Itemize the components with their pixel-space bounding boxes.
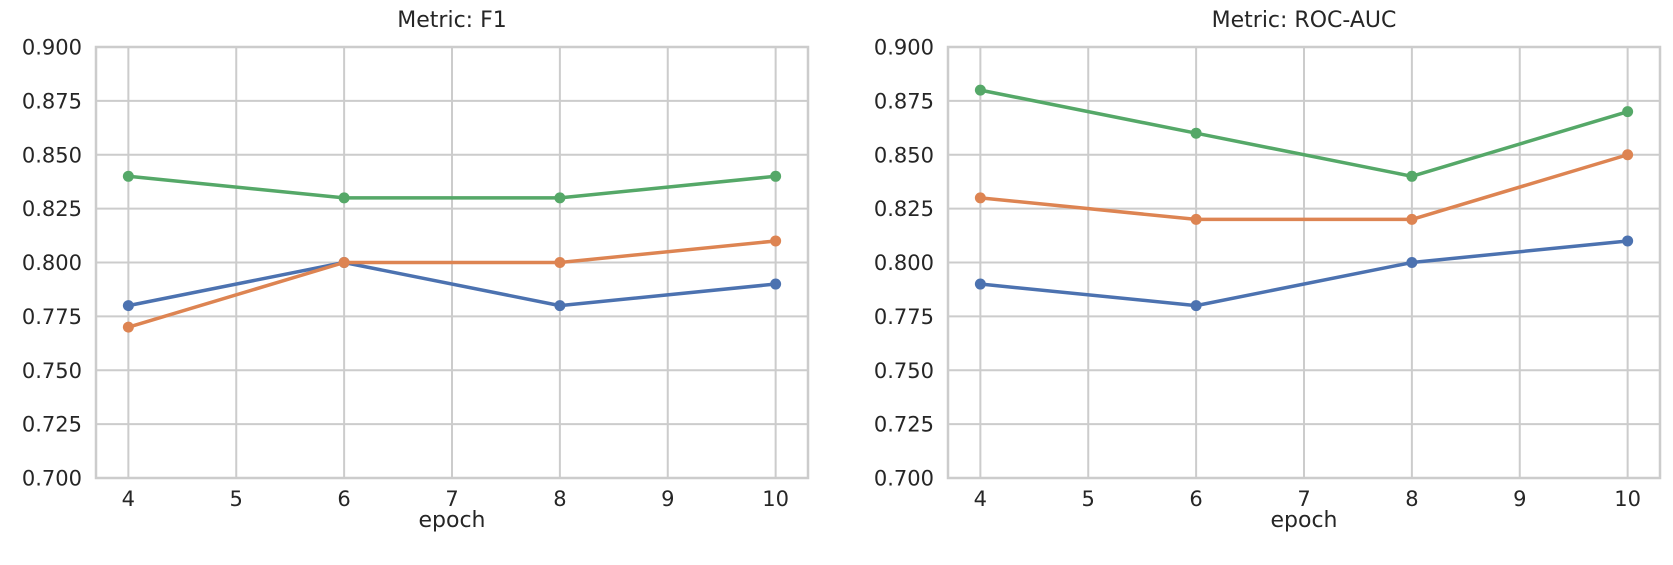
y-tick-label: 0.775: [874, 305, 934, 329]
subplot-roc-auc: 0.900 0.875 0.850 0.825 0.800 0.775 0.750 0.725…: [837, 0, 1673, 565]
y-tick-label: 0.900: [22, 36, 82, 60]
x-tick-labels: 4 5 6 7 8 9 10: [122, 487, 789, 511]
data-point-orange: [554, 257, 566, 268]
y-tick-label: 0.850: [22, 143, 82, 167]
series-green: [122, 170, 782, 204]
x-tick-label: 8: [553, 487, 566, 511]
x-tick-label: 10: [762, 487, 789, 511]
y-tick-labels: 0.900 0.875 0.850 0.825 0.800 0.775 0.750 0.725…: [874, 36, 934, 491]
y-tick-label: 0.875: [22, 89, 82, 113]
data-point-blue: [122, 300, 134, 312]
data-point-orange: [1190, 213, 1202, 225]
data-point-green: [122, 170, 134, 182]
data-point-orange: [1406, 213, 1418, 225]
series-blue: [974, 235, 1634, 312]
series-line-blue: [126, 260, 778, 308]
data-point-orange: [122, 321, 134, 333]
y-tick-label: 0.700: [874, 467, 934, 491]
y-tick-label: 0.875: [874, 89, 934, 113]
data-point-blue: [1190, 300, 1202, 312]
data-point-blue: [1622, 235, 1634, 247]
series-line-green: [978, 88, 1630, 179]
y-tick-label: 0.850: [874, 143, 934, 167]
data-point-blue: [1406, 257, 1418, 268]
data-point-orange: [770, 235, 782, 247]
data-point-blue: [554, 300, 566, 312]
series-orange: [122, 235, 782, 333]
data-point-blue: [974, 278, 986, 290]
chart-title-roc-auc: Metric: ROC-AUC: [1211, 8, 1397, 33]
subplot-f1: 0.900 0.875 0.850 0.825 0.800 0.775 0.750 0.725…: [0, 0, 836, 565]
roc-auc-plot-canvas: 0.900 0.875 0.850 0.825 0.800 0.775 0.750 0.725…: [874, 36, 1662, 511]
data-point-orange: [1622, 149, 1634, 161]
x-tick-label: 8: [1405, 487, 1418, 511]
data-point-green: [974, 84, 986, 96]
x-tick-label: 9: [661, 487, 674, 511]
x-tick-label: 4: [974, 487, 987, 511]
y-tick-label: 0.700: [22, 467, 82, 491]
x-tick-label: 7: [1297, 487, 1310, 511]
x-axis-label-f1: epoch: [418, 508, 486, 533]
series-line-blue: [978, 239, 1630, 308]
y-tick-label: 0.800: [22, 251, 82, 275]
data-point-blue: [770, 278, 782, 290]
data-point-green: [554, 192, 566, 204]
data-point-orange: [338, 257, 350, 268]
x-tick-label: 6: [337, 487, 350, 511]
series-green: [974, 84, 1634, 182]
data-point-green: [1622, 106, 1634, 118]
y-tick-labels: 0.900 0.875 0.850 0.825 0.800 0.775 0.750 0.725…: [22, 36, 82, 491]
y-tick-label: 0.800: [874, 251, 934, 275]
axes-spines: [946, 45, 1662, 480]
y-tick-label: 0.725: [22, 413, 82, 437]
axes-spines: [94, 45, 810, 480]
f1-plot-canvas: 0.900 0.875 0.850 0.825 0.800 0.775 0.750 0.725…: [22, 36, 810, 511]
x-tick-label: 9: [1513, 487, 1526, 511]
x-tick-label: 7: [445, 487, 458, 511]
x-tick-labels: 4 5 6 7 8 9 10: [974, 487, 1641, 511]
x-tick-label: 4: [122, 487, 135, 511]
series-line-green: [126, 174, 778, 200]
y-tick-label: 0.775: [22, 305, 82, 329]
y-tick-label: 0.725: [874, 413, 934, 437]
y-tick-label: 0.750: [22, 359, 82, 383]
x-tick-label: 5: [1082, 487, 1095, 511]
x-tick-label: 10: [1614, 487, 1641, 511]
x-tick-label: 5: [230, 487, 243, 511]
series-line-orange: [126, 239, 778, 329]
gridlines: [948, 46, 1660, 479]
data-point-green: [338, 192, 350, 204]
chart-title-f1: Metric: F1: [397, 8, 507, 33]
y-tick-label: 0.825: [22, 197, 82, 221]
data-point-green: [770, 170, 782, 182]
data-point-green: [1190, 127, 1202, 139]
y-tick-label: 0.900: [874, 36, 934, 60]
x-axis-label-roc-auc: epoch: [1270, 508, 1338, 533]
series-orange: [974, 149, 1634, 225]
data-point-green: [1406, 170, 1418, 182]
y-tick-label: 0.750: [874, 359, 934, 383]
series-line-orange: [978, 153, 1630, 222]
x-tick-label: 6: [1189, 487, 1202, 511]
data-point-orange: [974, 192, 986, 204]
y-tick-label: 0.825: [874, 197, 934, 221]
